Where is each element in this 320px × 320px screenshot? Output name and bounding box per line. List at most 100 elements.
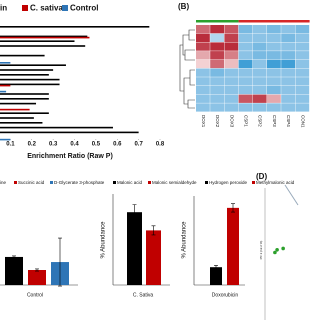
bar bbox=[0, 108, 30, 111]
column-label: DOX3 bbox=[229, 115, 234, 128]
heatmap-cell bbox=[281, 42, 295, 51]
x-tick-label: 0.2 bbox=[28, 142, 37, 148]
bar bbox=[146, 230, 161, 285]
heatmap-cell bbox=[267, 25, 281, 34]
legend-label: Succinic acid bbox=[18, 180, 45, 185]
heatmap-cell bbox=[196, 77, 210, 86]
heatmap-cell bbox=[210, 59, 224, 69]
bar bbox=[0, 131, 139, 134]
error-bar bbox=[151, 225, 156, 236]
bar bbox=[0, 40, 75, 42]
x-tick-label: C. Sativa bbox=[133, 292, 154, 298]
heatmap-cell bbox=[238, 25, 253, 34]
heatmap-cell bbox=[196, 85, 210, 95]
point bbox=[273, 250, 277, 255]
heatmap-cell bbox=[224, 51, 239, 60]
heatmap-cell bbox=[210, 42, 224, 51]
bar bbox=[0, 83, 60, 86]
heatmap-cell bbox=[210, 51, 224, 60]
heatmap-cell bbox=[196, 42, 210, 51]
legend-swatch bbox=[62, 5, 68, 11]
heatmap-cell bbox=[238, 59, 253, 69]
legend-label: D-Glycerate 3-phosphate bbox=[54, 180, 105, 185]
column-label: CSP4 bbox=[286, 115, 291, 127]
x-tick-label: Control bbox=[27, 292, 43, 298]
legend-swatch bbox=[113, 181, 116, 184]
bar bbox=[0, 122, 43, 124]
y-axis-label: PC 2 (12.2 %) bbox=[259, 241, 263, 260]
x-tick-label: 0.4 bbox=[70, 142, 79, 148]
heatmap-cell bbox=[281, 68, 295, 77]
error-bar bbox=[12, 255, 16, 259]
heatmap-cell bbox=[281, 77, 295, 86]
bar bbox=[0, 78, 60, 81]
heatmap-cell bbox=[267, 51, 281, 60]
x-tick-label: 0.5 bbox=[92, 142, 101, 148]
bar bbox=[227, 207, 239, 285]
heatmap-cell bbox=[267, 59, 281, 69]
x-tick-label: 0.3 bbox=[49, 142, 58, 148]
heatmap-cell bbox=[210, 77, 224, 86]
bar bbox=[5, 256, 23, 285]
bar bbox=[0, 126, 113, 129]
heatmap-cell bbox=[281, 103, 295, 112]
heatmap-cell bbox=[252, 33, 267, 42]
panel-label: (D) bbox=[256, 172, 267, 181]
heatmap-cell bbox=[238, 77, 253, 86]
heatmap-cell bbox=[196, 33, 210, 42]
bar bbox=[0, 117, 34, 119]
x-tick-label: Doxorubicin bbox=[212, 292, 239, 298]
bar bbox=[0, 102, 37, 105]
error-bar bbox=[214, 265, 218, 270]
bar bbox=[0, 138, 11, 141]
legend-swatch bbox=[50, 181, 53, 184]
heatmap-cell bbox=[267, 68, 281, 77]
group-bar bbox=[238, 20, 310, 23]
heatmap-cell bbox=[281, 33, 295, 42]
column-label: CSP3 bbox=[272, 115, 277, 127]
column-label: DOX1 bbox=[201, 115, 206, 128]
legend-label: Methylmalonic acid bbox=[256, 180, 295, 185]
heatmap-cell bbox=[210, 33, 224, 42]
heatmap-cell bbox=[224, 42, 239, 51]
heatmap-cell bbox=[281, 85, 295, 95]
heatmap-cell bbox=[210, 103, 224, 112]
legend-swatch bbox=[252, 181, 255, 184]
heatmap-cell bbox=[252, 85, 267, 95]
heatmap-cell bbox=[295, 51, 310, 60]
bar bbox=[0, 45, 86, 47]
legend-label: Malonic semialdehyde bbox=[152, 180, 197, 185]
column-label: CSP2 bbox=[258, 115, 263, 127]
heatmap-cell bbox=[252, 51, 267, 60]
point bbox=[281, 246, 285, 251]
heatmap-cell bbox=[252, 25, 267, 34]
legend-label: ine bbox=[0, 180, 7, 185]
heatmap-cell bbox=[267, 85, 281, 95]
heatmap-cell bbox=[295, 68, 310, 77]
x-tick-label: 0.6 bbox=[113, 142, 122, 148]
heatmap-cell bbox=[210, 94, 224, 103]
heatmap-cell bbox=[224, 77, 239, 86]
heatmap-cell bbox=[224, 85, 239, 95]
heatmap-cell bbox=[267, 103, 281, 112]
heatmap-cell bbox=[224, 68, 239, 77]
x-tick-label: 0.1 bbox=[6, 142, 15, 148]
heatmap-cell bbox=[224, 103, 239, 112]
legend-label: Control bbox=[70, 4, 98, 13]
bar bbox=[0, 93, 49, 95]
bar bbox=[0, 112, 49, 114]
error-bar bbox=[35, 268, 39, 272]
heatmap-cell bbox=[210, 68, 224, 77]
heatmap-cell bbox=[238, 68, 253, 77]
heatmap-cell bbox=[224, 59, 239, 69]
heatmap-cell bbox=[267, 33, 281, 42]
bar bbox=[0, 69, 54, 71]
heatmap-cell bbox=[252, 94, 267, 103]
heatmap-cell bbox=[238, 42, 253, 51]
bar bbox=[0, 26, 150, 28]
bar bbox=[0, 64, 66, 66]
heatmap-cell bbox=[210, 85, 224, 95]
bar bbox=[0, 62, 11, 64]
legend-swatch bbox=[22, 5, 28, 11]
